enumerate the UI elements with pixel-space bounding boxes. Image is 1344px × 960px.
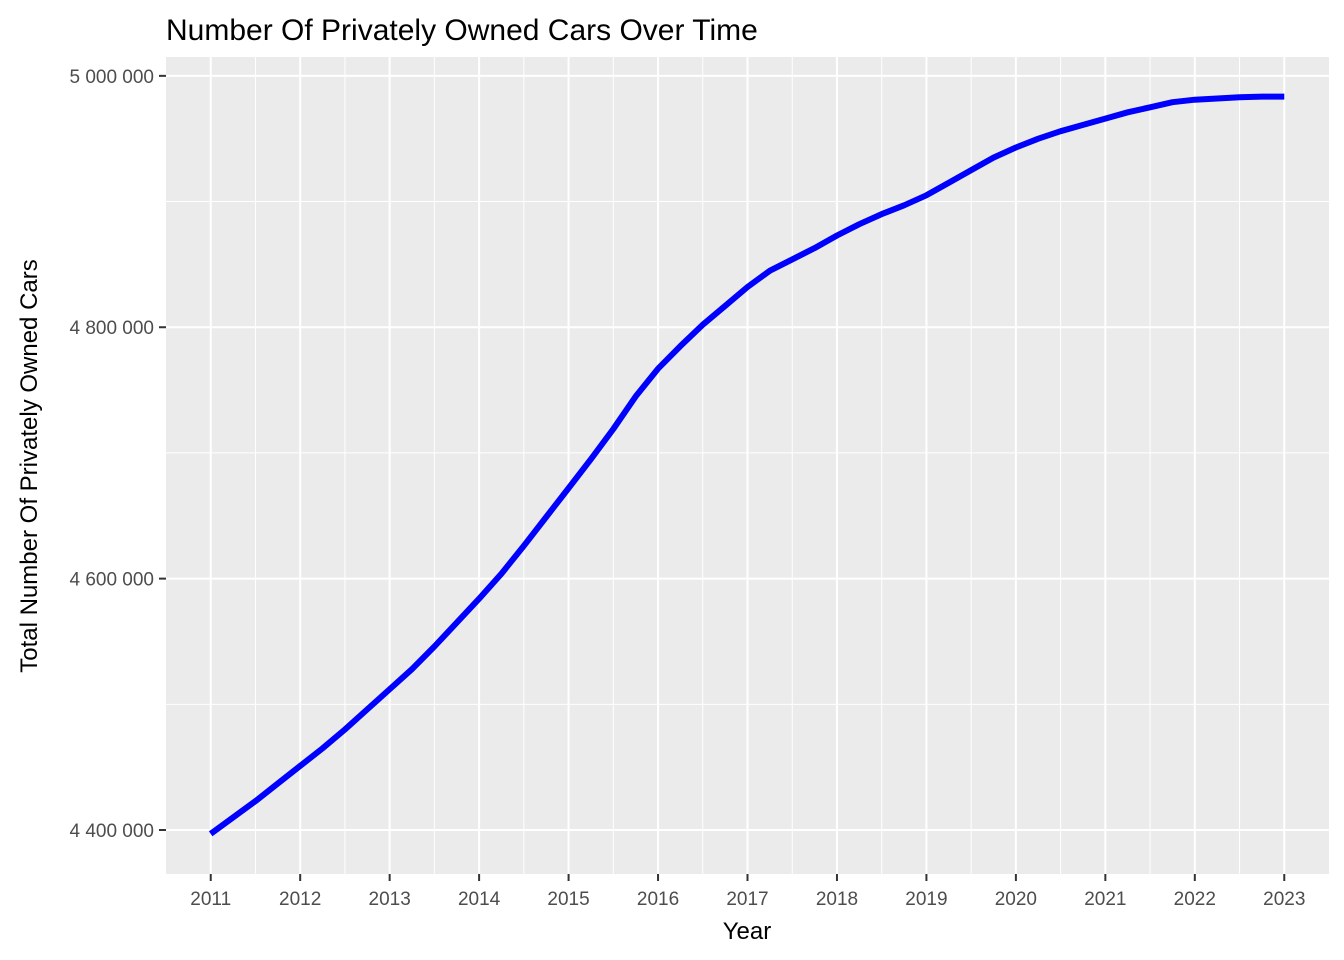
x-tick-label: 2023 <box>1263 889 1305 910</box>
x-tick-label: 2022 <box>1174 889 1216 910</box>
x-tick-label: 2017 <box>726 889 768 910</box>
y-axis: 4 400 000 4 600 000 4 800 000 5 000 000 <box>69 67 166 842</box>
y-tick-label: 4 600 000 <box>69 570 154 591</box>
x-tick-label: 2016 <box>637 889 679 910</box>
y-axis-title: Total Number Of Privately Owned Cars <box>16 259 43 672</box>
x-tick-label: 2018 <box>816 889 858 910</box>
x-tick-label: 2020 <box>995 889 1037 910</box>
x-tick-label: 2013 <box>369 889 411 910</box>
y-tick-label: 5 000 000 <box>69 67 154 88</box>
chart-title: Number Of Privately Owned Cars Over Time <box>166 14 758 47</box>
x-axis-title: Year <box>723 918 772 945</box>
x-tick-label: 2019 <box>905 889 947 910</box>
x-tick-label: 2014 <box>458 889 501 910</box>
y-tick-label: 4 800 000 <box>69 318 154 339</box>
x-tick-label: 2015 <box>547 889 589 910</box>
x-tick-label: 2021 <box>1084 889 1126 910</box>
series-layer <box>208 93 1285 837</box>
x-tick-label: 2011 <box>190 889 231 910</box>
x-axis: 2011 2012 2013 2014 2015 2016 2017 2018 2019 2020… <box>190 874 1305 910</box>
series-line <box>208 93 1285 837</box>
y-tick-label: 4 400 000 <box>69 821 154 842</box>
x-tick-label: 2012 <box>279 889 321 910</box>
